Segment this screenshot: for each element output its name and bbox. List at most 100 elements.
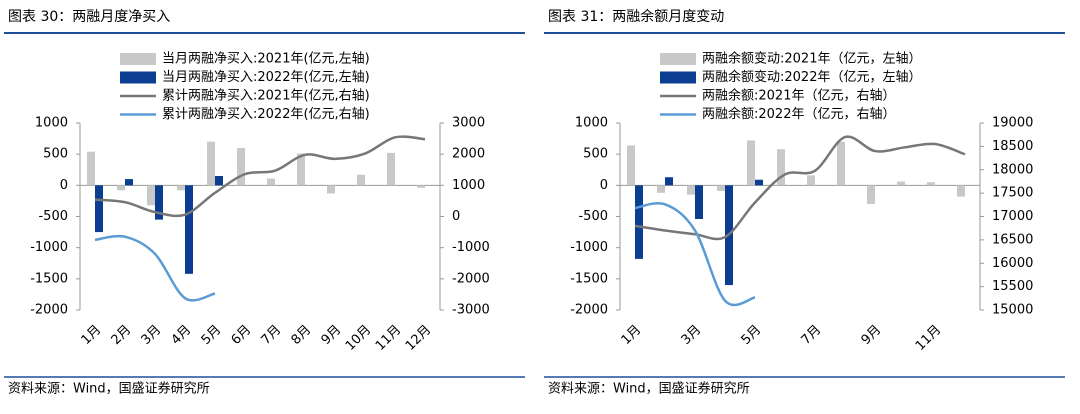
legend-label: 当月两融净买入:2022年(亿元,左轴) (162, 70, 370, 85)
bar (387, 152, 395, 186)
y2-tick-label: 18500 (992, 139, 1033, 154)
y2-tick-label: -2000 (452, 271, 490, 286)
x-tick-label: 2月 (109, 322, 135, 348)
y2-tick-label: 19000 (992, 116, 1033, 131)
bar (897, 181, 905, 186)
y-tick-label: -500 (38, 209, 68, 224)
legend-label: 累计两融净买入:2021年(亿元,右轴) (162, 89, 370, 104)
line (94, 234, 216, 302)
bar (177, 185, 185, 191)
bar (237, 147, 245, 186)
bar (635, 185, 643, 259)
y-tick-label: 1000 (575, 116, 608, 131)
y-tick-label: -1500 (570, 271, 608, 286)
chart-title: 图表 31：两融余额月度变动 (548, 8, 724, 25)
x-tick-label: 5月 (739, 322, 765, 348)
bar (747, 140, 755, 186)
y-tick-label: 0 (600, 178, 608, 193)
y2-tick-label: -3000 (452, 303, 490, 318)
y2-tick-label: 3000 (452, 116, 485, 131)
x-tick-label: 5月 (199, 322, 225, 348)
x-tick-label: 3月 (679, 322, 705, 348)
bar (155, 185, 163, 220)
x-tick-label: 1月 (79, 322, 105, 348)
y-tick-label: 0 (60, 178, 68, 193)
x-tick-label: 4月 (169, 322, 195, 348)
x-tick-label: 7月 (259, 322, 285, 348)
bar (717, 185, 725, 191)
x-tick-label: 10月 (343, 322, 374, 353)
y-tick-label: 1000 (35, 116, 68, 131)
bar (185, 185, 193, 274)
line (634, 202, 756, 307)
bar (357, 174, 365, 186)
y2-tick-label: 16000 (992, 256, 1033, 271)
bar (117, 185, 125, 191)
x-tick-label: 3月 (139, 322, 165, 348)
y-tick-label: -1500 (30, 271, 68, 286)
y2-tick-label: 17000 (992, 209, 1033, 224)
bar (755, 179, 763, 186)
source: 资料来源：Wind，国盛证券研究所 (8, 381, 210, 397)
source: 资料来源：Wind，国盛证券研究所 (548, 381, 750, 397)
line (94, 135, 426, 218)
y-tick-label: 500 (43, 147, 68, 162)
y2-tick-label: 17500 (992, 186, 1033, 201)
x-tick-label: 9月 (319, 322, 345, 348)
y-tick-label: 500 (583, 147, 608, 162)
bar (807, 175, 815, 186)
bar (957, 185, 965, 197)
bar (215, 175, 223, 186)
bar (927, 182, 935, 186)
y2-tick-label: 15500 (992, 279, 1033, 294)
y2-tick-label: 16500 (992, 232, 1033, 247)
legend-label: 累计两融净买入:2022年(亿元,右轴) (162, 107, 370, 122)
legend-label: 两融余额变动:2021年（亿元，左轴） (702, 51, 921, 67)
x-tick-label: 8月 (289, 322, 315, 348)
line (634, 135, 966, 241)
legend-swatch (120, 53, 156, 65)
y-tick-label: -2000 (570, 303, 608, 318)
bar (327, 185, 335, 194)
bar (665, 177, 673, 186)
bar (627, 145, 635, 186)
y2-tick-label: 2000 (452, 147, 485, 162)
x-tick-label: 11月 (373, 322, 404, 353)
bar (695, 185, 703, 219)
bar (657, 185, 665, 193)
bar (95, 185, 103, 233)
bar (687, 185, 695, 195)
bar (125, 179, 133, 186)
x-tick-label: 1月 (619, 322, 645, 348)
bar (207, 141, 215, 186)
legend-label: 两融余额:2022年（亿元，右轴） (702, 106, 895, 122)
chart-title: 图表 30：两融月度净买入 (8, 9, 170, 25)
legend-swatch (660, 71, 696, 84)
bar (867, 185, 875, 205)
y-tick-label: -1000 (570, 240, 608, 255)
y-tick-label: -500 (578, 209, 608, 224)
bar (147, 185, 155, 206)
y2-tick-label: -1000 (452, 240, 490, 255)
x-tick-label: 6月 (229, 322, 255, 348)
legend-label: 两融余额变动:2022年（亿元，左轴） (702, 69, 921, 85)
legend-swatch (660, 53, 696, 65)
y2-tick-label: 15000 (992, 303, 1033, 318)
legend-label: 当月两融净买入:2021年(亿元,左轴) (162, 52, 370, 67)
bar (837, 141, 845, 186)
y2-tick-label: 1000 (452, 178, 485, 193)
y2-tick-label: 18000 (992, 162, 1033, 177)
legend-swatch (120, 71, 156, 84)
y-tick-label: -1000 (30, 240, 68, 255)
legend-label: 两融余额:2021年（亿元，右轴） (702, 88, 895, 104)
bar (777, 149, 785, 186)
y-tick-label: -2000 (30, 303, 68, 318)
bar (417, 185, 425, 188)
x-tick-label: 11月 (913, 322, 944, 353)
bar (87, 151, 95, 186)
x-tick-label: 7月 (799, 322, 825, 348)
x-tick-label: 12月 (403, 322, 434, 353)
y2-tick-label: 0 (452, 209, 460, 224)
bar (267, 178, 275, 186)
